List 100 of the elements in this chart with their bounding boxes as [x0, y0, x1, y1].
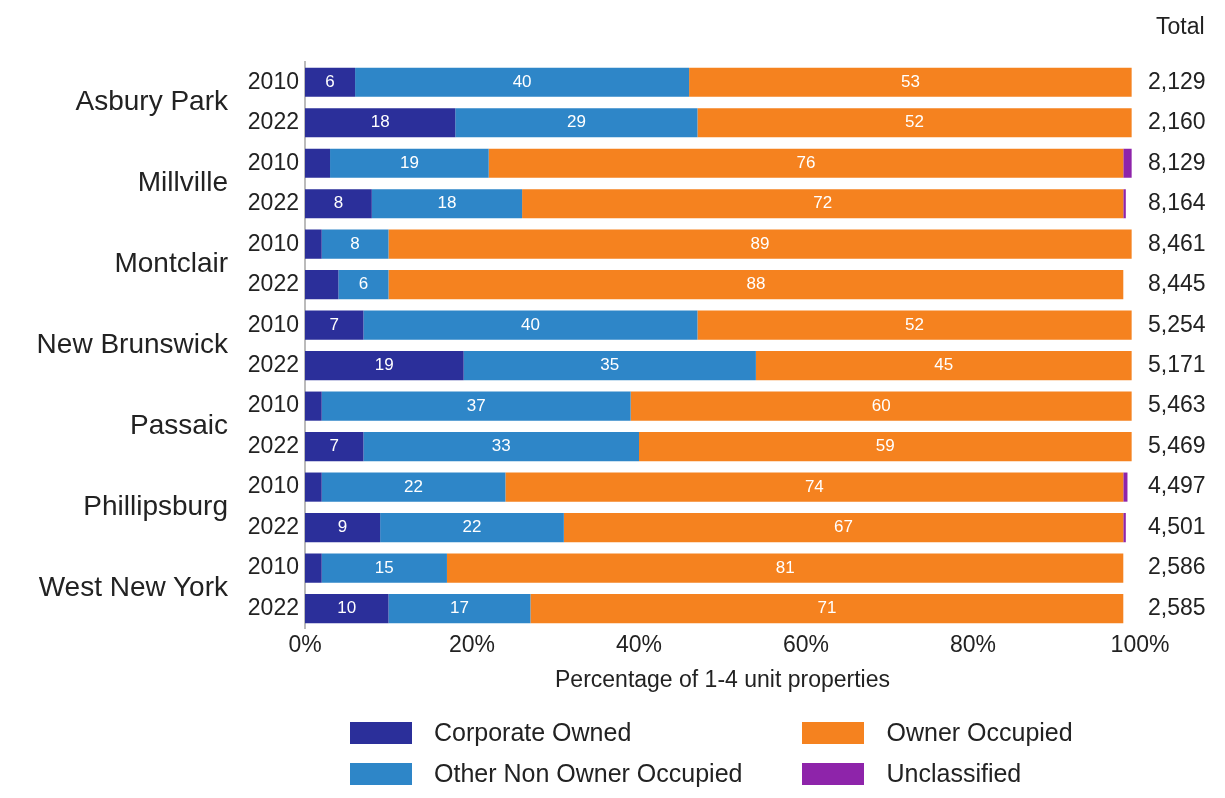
- bar: [388, 270, 1124, 300]
- data-label: 35: [600, 355, 620, 375]
- bar: [321, 553, 447, 583]
- data-label: 22: [404, 476, 424, 496]
- bar: [305, 229, 322, 259]
- text: 2,585: [1148, 593, 1206, 620]
- text: 8,164: [1148, 189, 1206, 216]
- x-tick-label: 60%: [782, 630, 830, 657]
- data-label: 6: [358, 274, 369, 294]
- data-label: 45: [934, 355, 954, 375]
- x-tick-label: 100%: [1110, 630, 1170, 657]
- bar: [363, 310, 698, 340]
- text: 2,129: [1148, 67, 1206, 94]
- bar: [388, 229, 1132, 259]
- data-label: 59: [875, 436, 895, 456]
- text: 8,445: [1148, 270, 1206, 297]
- y-tick-label: 2010: [247, 148, 299, 175]
- y-tick-label: 2010: [247, 67, 299, 94]
- bar: [321, 391, 631, 421]
- data-label: 52: [905, 112, 925, 132]
- x-tick-label: 80%: [949, 630, 997, 657]
- bar: [305, 310, 364, 340]
- y-tick-label: 2022: [247, 512, 299, 539]
- legend-label: Unclassified: [886, 759, 1022, 788]
- bar: [463, 351, 756, 381]
- data-label: 67: [834, 517, 854, 537]
- text: New Brunswick: [36, 328, 229, 360]
- legend-label: Other Non Owner Occupied: [434, 759, 743, 788]
- bar: [363, 432, 639, 462]
- data-label: 81: [775, 557, 795, 577]
- data-label: 8: [333, 193, 344, 213]
- y-tick-label: 2010: [247, 553, 299, 580]
- data-label: 19: [374, 355, 394, 375]
- bar: [371, 189, 523, 219]
- bar: [388, 593, 531, 624]
- bar: [305, 270, 339, 300]
- data-label: 6: [325, 71, 335, 91]
- data-label: 74: [804, 476, 824, 496]
- text: 2,160: [1148, 108, 1206, 135]
- bar: [1123, 148, 1132, 178]
- data-label: 7: [329, 436, 339, 456]
- bar: [505, 472, 1124, 502]
- bar: [305, 148, 331, 178]
- bar: [1123, 472, 1128, 502]
- bar: [305, 472, 322, 502]
- bar: [305, 108, 456, 138]
- data-label: 88: [746, 274, 766, 294]
- text: Phillipsburg: [83, 490, 228, 522]
- data-label: 10: [337, 598, 357, 618]
- data-label: 76: [796, 152, 816, 172]
- x-tick-label: 0%: [288, 630, 322, 657]
- bar: [305, 513, 381, 543]
- bar: [630, 391, 1132, 421]
- text: 4,497: [1148, 472, 1206, 499]
- bar: [697, 108, 1132, 138]
- y-tick-label: 2022: [247, 593, 299, 620]
- text: 8,461: [1148, 229, 1206, 256]
- y-tick-label: 2010: [247, 310, 299, 337]
- text: Asbury Park: [75, 85, 229, 117]
- data-label: 40: [512, 71, 532, 91]
- text: 5,171: [1148, 350, 1206, 377]
- data-label: 8: [350, 233, 360, 253]
- text: Montclair: [114, 247, 228, 279]
- legend-label: Owner Occupied: [886, 718, 1073, 747]
- data-label: 53: [900, 71, 920, 91]
- bar: [1123, 513, 1126, 543]
- x-tick-label: 40%: [615, 630, 663, 657]
- data-label: 37: [466, 395, 486, 415]
- data-label: 29: [566, 112, 586, 132]
- y-tick-label: 2010: [247, 391, 299, 418]
- text: 4,501: [1148, 512, 1206, 539]
- y-tick-label: 2022: [247, 108, 299, 135]
- text: 5,469: [1148, 431, 1206, 458]
- bar: [446, 553, 1124, 583]
- data-label: 15: [374, 557, 394, 577]
- bar: [305, 432, 364, 462]
- text: Passaic: [129, 409, 228, 441]
- bar: [755, 351, 1132, 381]
- bar: [305, 67, 356, 97]
- bar: [321, 472, 506, 502]
- bar: [697, 310, 1132, 340]
- data-label: 17: [450, 598, 469, 618]
- y-tick-label: 2010: [247, 472, 299, 499]
- data-label: 22: [462, 517, 482, 537]
- data-label: 33: [491, 436, 511, 456]
- y-tick-label: 2010: [247, 229, 299, 256]
- bar: [455, 108, 698, 138]
- bar: [305, 351, 464, 381]
- x-axis-title: Percentage of 1-4 unit properties: [555, 665, 890, 692]
- bar: [305, 391, 322, 421]
- text: 5,463: [1148, 391, 1206, 418]
- bar: [1123, 189, 1126, 219]
- bar: [530, 593, 1124, 624]
- data-label: 60: [871, 395, 891, 415]
- legend-label: Corporate Owned: [434, 718, 632, 747]
- data-label: 40: [520, 314, 540, 334]
- data-label: 52: [905, 314, 925, 334]
- bar: [522, 189, 1124, 219]
- x-tick-label: 20%: [448, 630, 496, 657]
- bar: [305, 593, 389, 624]
